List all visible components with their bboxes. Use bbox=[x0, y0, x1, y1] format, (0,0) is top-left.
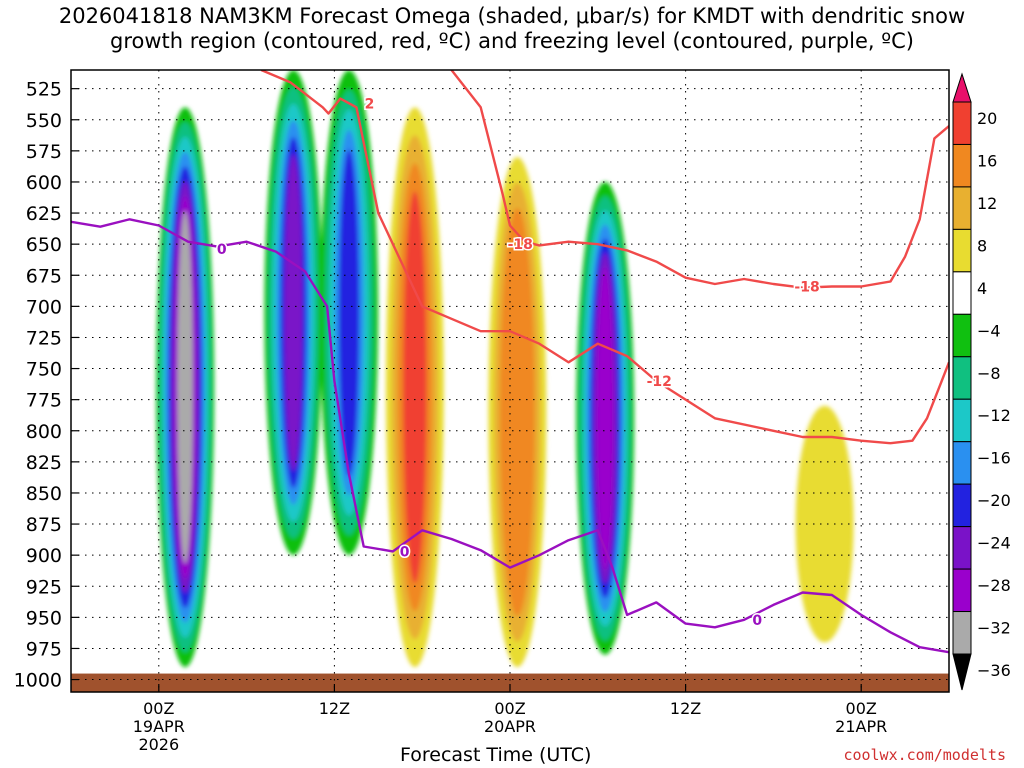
colorbar-tick-7: −12 bbox=[977, 406, 1011, 425]
y-tick-label-750: 750 bbox=[26, 359, 62, 381]
colorbar-tick-2: 12 bbox=[977, 194, 997, 213]
colorbar-tick-13: −36 bbox=[977, 661, 1011, 680]
y-tick-label-650: 650 bbox=[26, 234, 62, 256]
omega-feature-1-level-5 bbox=[284, 153, 303, 472]
y-tick-label-625: 625 bbox=[26, 203, 62, 225]
contour-labels: 0 0 0 -12 -18 -18 2 bbox=[215, 95, 821, 630]
omega-feature-2-level-4 bbox=[338, 149, 360, 476]
colorbar-bin--12--8 bbox=[952, 356, 972, 400]
y-tick-label-850: 850 bbox=[26, 483, 62, 505]
chart-title: 2026041818 NAM3KM Forecast Omega (shaded… bbox=[58, 4, 966, 53]
x-tick-label-18-0: 12Z bbox=[319, 699, 350, 718]
x-axis-label: Forecast Time (UTC) bbox=[400, 744, 592, 766]
contour-label-2: 0 bbox=[752, 613, 762, 629]
omega-feature-3-level-3 bbox=[403, 191, 427, 584]
x-tick-label-54-1: 21APR bbox=[835, 717, 887, 736]
y-tick-label-675: 675 bbox=[26, 265, 62, 287]
colorbar-tick-1: 16 bbox=[977, 151, 997, 170]
y-tick-label-775: 775 bbox=[26, 390, 62, 412]
colorbar-bin-12-16 bbox=[952, 143, 972, 188]
colorbar-bin--36--32 bbox=[952, 611, 972, 655]
colorbar-tick-11: −28 bbox=[977, 576, 1011, 595]
y-tick-label-575: 575 bbox=[26, 141, 62, 163]
y-tick-label-925: 925 bbox=[26, 576, 62, 598]
contour-label-5: -18 bbox=[794, 279, 819, 295]
y-tick-label-950: 950 bbox=[26, 607, 62, 629]
colorbar-tick-9: −20 bbox=[977, 491, 1011, 510]
site-credit: coolwx.com/modelts bbox=[843, 746, 1006, 764]
y-tick-label-825: 825 bbox=[26, 452, 62, 474]
omega-feature-5-level-6 bbox=[596, 267, 614, 570]
omega-shading bbox=[156, 70, 854, 668]
contour-line-0 bbox=[71, 218, 949, 654]
y-tick-label-700: 700 bbox=[26, 296, 62, 318]
colorbar-tick-4: 4 bbox=[977, 279, 987, 298]
colorbar-bin-8-12 bbox=[952, 186, 972, 230]
colorbar-tick-5: −4 bbox=[977, 321, 1001, 340]
omega-feature-6-level-0 bbox=[795, 405, 854, 643]
y-tick-label-900: 900 bbox=[26, 545, 62, 567]
colorbar-tick-8: −16 bbox=[977, 449, 1011, 468]
y-tick-label-800: 800 bbox=[26, 421, 62, 443]
contour-label-6: 2 bbox=[365, 97, 375, 113]
colorbar-bin--16--12 bbox=[952, 398, 972, 443]
colorbar-bin--32--28 bbox=[952, 568, 972, 613]
colorbar-bin--24--20 bbox=[952, 483, 972, 528]
colorbar-bin--4-4 bbox=[952, 271, 972, 315]
y-tick-label-1000: 1000 bbox=[14, 670, 62, 692]
y-tick-label-525: 525 bbox=[26, 79, 62, 101]
y-tick-label-875: 875 bbox=[26, 514, 62, 536]
colorbar-overflow-high bbox=[952, 72, 972, 103]
contour-label-4: -18 bbox=[508, 237, 533, 253]
terrain bbox=[71, 673, 949, 692]
x-tick-label-54-0: 00Z bbox=[846, 699, 877, 718]
colorbar-tick-3: 8 bbox=[977, 236, 987, 255]
omega-feature-0-level-7 bbox=[177, 211, 193, 564]
colorbar-bin--8--4 bbox=[952, 313, 972, 358]
colorbar-bin--20--16 bbox=[952, 441, 972, 485]
terrain-fill bbox=[71, 673, 949, 692]
omega-feature-4-level-3 bbox=[505, 233, 530, 591]
y-tick-label-550: 550 bbox=[26, 110, 62, 132]
x-tick-label-30-1: 20APR bbox=[484, 717, 536, 736]
colorbar-bin--28--24 bbox=[952, 526, 972, 570]
colorbar-overflow-low bbox=[952, 653, 972, 691]
x-tick-label-42-0: 12Z bbox=[670, 699, 701, 718]
colorbar-tick-10: −24 bbox=[977, 534, 1011, 553]
contour-line-2 bbox=[450, 70, 949, 289]
colorbar-tick-0: 20 bbox=[977, 109, 997, 128]
colorbar-tick-6: −8 bbox=[977, 364, 1001, 383]
colorbar-tick-12: −32 bbox=[977, 619, 1011, 638]
x-tick-label-30-0: 00Z bbox=[494, 699, 525, 718]
y-tick-label-600: 600 bbox=[26, 172, 62, 194]
contour-lines bbox=[71, 70, 949, 654]
colorbar-legend: 20 16 12 8 4 −4 −8 −12 −16 −20 −24 −28 −32 −36 bbox=[952, 72, 1011, 691]
colorbar-bin-16-20 bbox=[952, 101, 972, 145]
x-tick-label-6-1: 19APR bbox=[133, 717, 185, 736]
contour-label-3: -12 bbox=[647, 374, 672, 390]
x-tick-label-6-2: 2026 bbox=[138, 735, 179, 754]
pressure-gridlines bbox=[71, 70, 949, 692]
y-tick-label-725: 725 bbox=[26, 327, 62, 349]
contour-label-1: 0 bbox=[400, 544, 410, 560]
x-tick-label-6-0: 00Z bbox=[143, 699, 174, 718]
y-tick-label-975: 975 bbox=[26, 638, 62, 660]
contour-label-0: 0 bbox=[217, 242, 227, 258]
y-axis-ticks: 525 550 575 600 625 650 675 700 725 750 775 800 825 8… bbox=[14, 79, 79, 692]
contour-line-1 bbox=[260, 70, 949, 445]
colorbar-bin-4-8 bbox=[952, 228, 972, 273]
